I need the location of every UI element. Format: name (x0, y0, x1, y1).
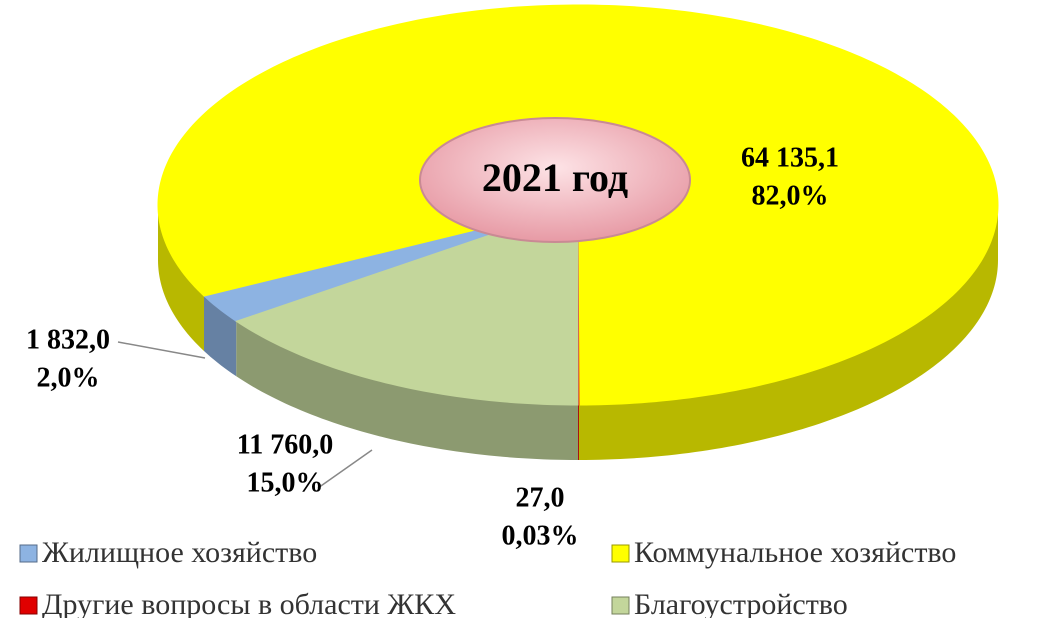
percent-label: 2,0% (37, 362, 100, 393)
legend-label: Другие вопросы в области ЖКХ (42, 588, 456, 618)
slice (235, 204, 579, 406)
legend-label: Коммунальное хозяйство (634, 536, 956, 569)
legend-swatch (611, 596, 630, 615)
legend-swatch (19, 544, 38, 563)
value-label: 64 135,1 (741, 142, 839, 173)
percent-label: 15,0% (247, 467, 324, 498)
legend-swatch (19, 596, 38, 615)
slice-side (236, 321, 578, 460)
value-label: 11 760,0 (237, 429, 333, 460)
value-label: 1 832,0 (26, 324, 110, 355)
legend-swatch (611, 544, 630, 563)
slice-side (578, 404, 579, 460)
legend-label: Жилищное хозяйство (42, 536, 317, 569)
value-label: 27,0 (516, 482, 565, 513)
chart-title: 2021 год (482, 155, 628, 200)
slice-side (158, 205, 205, 352)
percent-label: 82,0% (752, 180, 829, 211)
percent-label: 0,03% (502, 520, 579, 551)
center-badge (419, 117, 691, 243)
leader-line (117, 341, 206, 359)
leader-line (317, 449, 373, 489)
legend-label: Благоустройство (634, 588, 848, 618)
slice-side (578, 205, 998, 460)
